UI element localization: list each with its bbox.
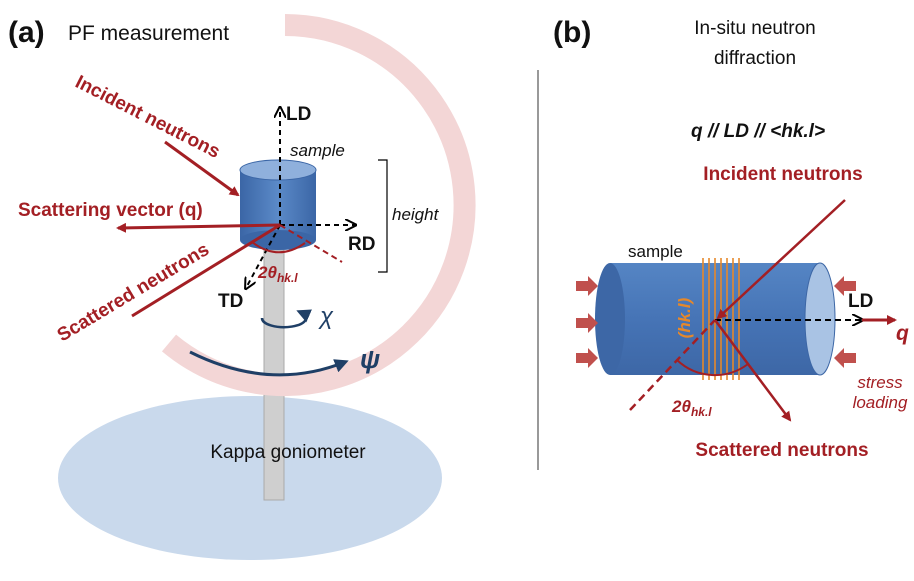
height-label: height: [392, 205, 440, 224]
sample-label: sample: [290, 141, 345, 160]
scattering-vector-label: Scattering vector (q): [18, 200, 203, 221]
sample-label: sample: [628, 242, 683, 261]
height-bracket: [378, 160, 387, 272]
plane-label: (hk.l): [675, 297, 694, 338]
panel-title: diffraction: [714, 48, 796, 69]
ld-label: LD: [286, 104, 311, 125]
figure: (a) PF measurement Incident neutrons Sca…: [0, 0, 914, 581]
rd-label: RD: [348, 234, 375, 255]
stress-label: loading: [853, 393, 908, 412]
scattered-label: Scattered neutrons: [695, 440, 868, 461]
relation: q // LD // <hk.l>: [691, 121, 825, 142]
td-label: TD: [218, 291, 243, 312]
panel-title: PF measurement: [68, 22, 229, 45]
angle-label: 2θhk.l: [671, 397, 712, 419]
chi-label: χ: [318, 303, 334, 330]
angle-sub: hk.l: [691, 405, 712, 419]
scattered-label: Scattered neutrons: [54, 239, 213, 346]
angle-main: 2θ: [257, 263, 277, 282]
stress-label: stress: [857, 373, 903, 392]
psi-label: ψ: [360, 344, 380, 374]
sample-cylinder: [240, 160, 316, 250]
goniometer-base: [58, 396, 442, 560]
incident-label: Incident neutrons: [72, 72, 224, 163]
goniometer-label: Kappa goniometer: [210, 442, 366, 463]
panel-a: (a) PF measurement Incident neutrons Sca…: [8, 16, 465, 560]
ld-label: LD: [848, 291, 873, 312]
angle-sub: hk.l: [277, 271, 298, 285]
panel-label: (a): [8, 16, 45, 49]
panel-b: (b) In-situ neutron diffraction q // LD …: [553, 16, 909, 461]
panel-title: In-situ neutron: [694, 18, 815, 39]
panel-label: (b): [553, 16, 591, 49]
angle-main: 2θ: [671, 397, 691, 416]
q-label: q: [896, 322, 909, 345]
incident-label: Incident neutrons: [703, 164, 862, 185]
